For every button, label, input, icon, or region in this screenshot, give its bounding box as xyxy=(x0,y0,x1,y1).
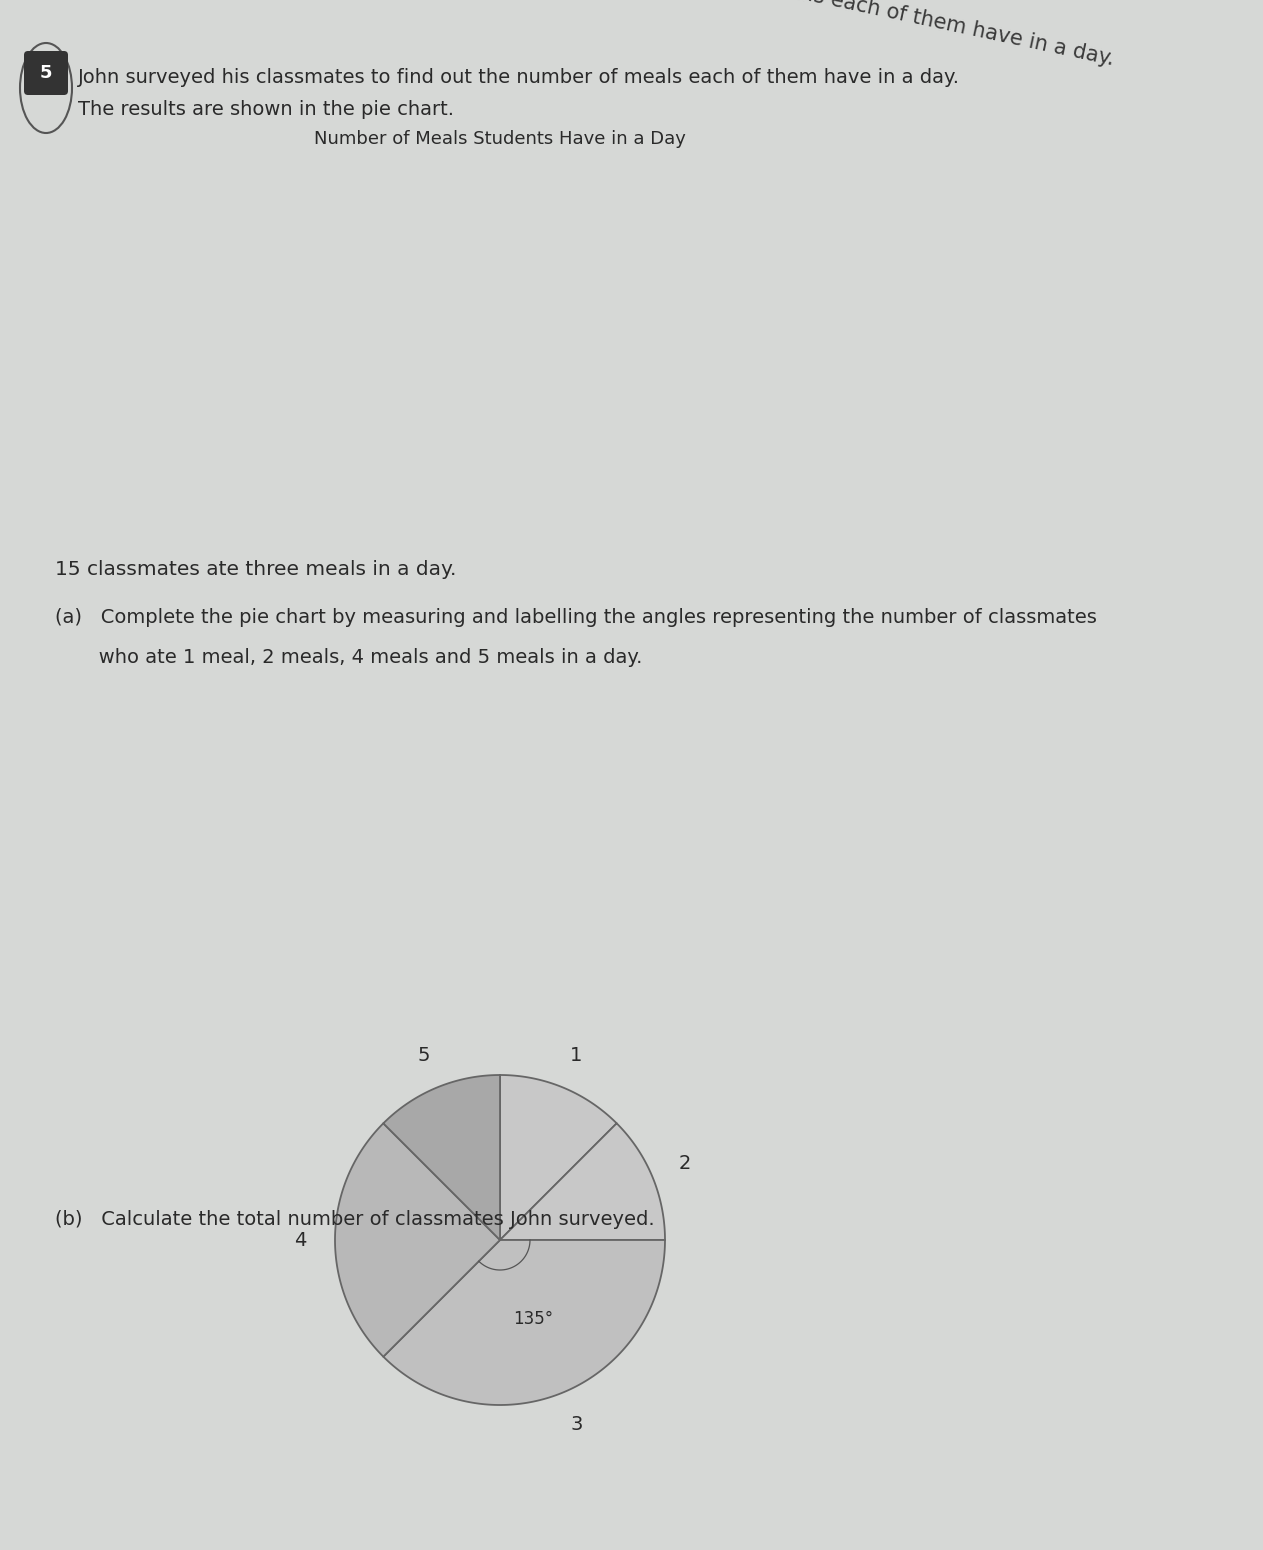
Text: 4: 4 xyxy=(294,1231,306,1249)
Text: 135°: 135° xyxy=(513,1310,553,1328)
Text: (a)   Complete the pie chart by measuring and labelling the angles representing : (a) Complete the pie chart by measuring … xyxy=(56,608,1096,628)
Text: 3: 3 xyxy=(571,1415,582,1434)
Text: Number of Meals Students Have in a Day: Number of Meals Students Have in a Day xyxy=(314,130,686,147)
Text: The results are shown in the pie chart.: The results are shown in the pie chart. xyxy=(78,101,453,119)
Text: r of meals each of them have in a day.: r of meals each of them have in a day. xyxy=(720,0,1116,70)
Text: 5: 5 xyxy=(39,64,52,82)
Text: (b)   Calculate the total number of classmates John surveyed.: (b) Calculate the total number of classm… xyxy=(56,1211,654,1229)
Text: 5: 5 xyxy=(417,1046,429,1065)
Text: 15 classmates ate three meals in a day.: 15 classmates ate three meals in a day. xyxy=(56,560,456,580)
Polygon shape xyxy=(500,1124,666,1240)
Text: 1: 1 xyxy=(571,1046,582,1065)
Text: 2: 2 xyxy=(678,1153,691,1173)
Polygon shape xyxy=(384,1076,500,1240)
Text: who ate 1 meal, 2 meals, 4 meals and 5 meals in a day.: who ate 1 meal, 2 meals, 4 meals and 5 m… xyxy=(56,648,643,666)
Polygon shape xyxy=(500,1076,616,1240)
Polygon shape xyxy=(335,1124,500,1356)
Polygon shape xyxy=(384,1240,666,1404)
FancyBboxPatch shape xyxy=(24,51,68,95)
Text: John surveyed his classmates to find out the number of meals each of them have i: John surveyed his classmates to find out… xyxy=(78,68,960,87)
